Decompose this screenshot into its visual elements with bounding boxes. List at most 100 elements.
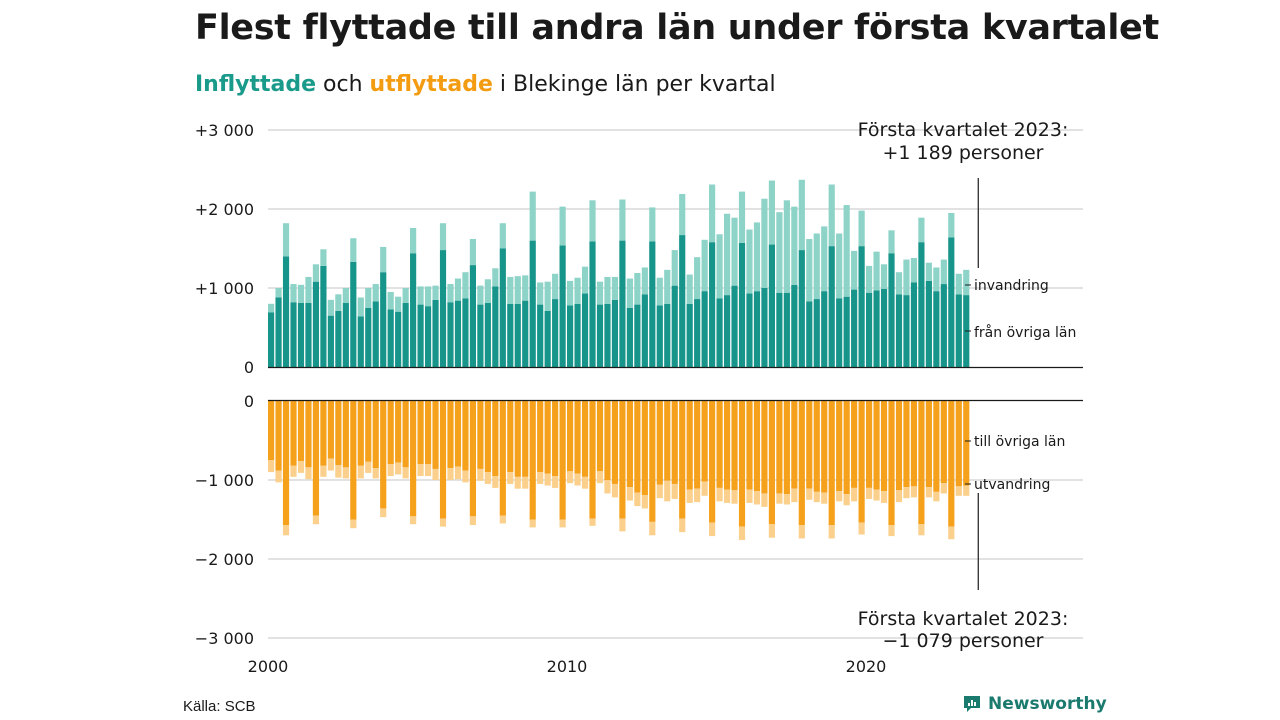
bar-in-domestic xyxy=(716,298,723,367)
bar-out-domestic xyxy=(275,401,282,471)
bar-immigration xyxy=(537,282,544,305)
bar-out-domestic xyxy=(738,401,746,527)
brand-logo[interactable]: Newsworthy xyxy=(962,694,1107,714)
bar-immigration xyxy=(312,264,320,282)
labels-layer: 0 +1 000 +2 000 +3 000 0 −1 000 −2 000 −3 000 20… xyxy=(195,119,1077,676)
bar-in-domestic xyxy=(880,288,888,367)
bar-in-domestic xyxy=(462,298,469,367)
bar-in-domestic xyxy=(843,296,850,367)
bar-immigration xyxy=(402,288,409,304)
bar-emigration xyxy=(492,476,499,488)
bar-emigration xyxy=(791,488,798,503)
bar-immigration xyxy=(432,285,439,300)
bar-emigration xyxy=(335,464,342,478)
bar-emigration xyxy=(268,460,275,473)
bar-immigration xyxy=(529,191,536,241)
bar-out-domestic xyxy=(664,401,671,481)
bar-immigration xyxy=(581,266,589,294)
bar-in-domestic xyxy=(604,303,611,367)
bar-emigration xyxy=(559,519,566,528)
bar-in-domestic xyxy=(701,291,708,367)
bar-immigration xyxy=(567,280,574,306)
bar-out-domestic xyxy=(940,401,947,484)
bar-immigration xyxy=(492,268,499,287)
bar-out-domestic xyxy=(858,401,865,523)
bar-in-domestic xyxy=(918,242,925,367)
bar-emigration xyxy=(866,487,873,499)
bar-immigration xyxy=(753,222,761,292)
bar-in-domestic xyxy=(626,307,633,367)
bar-out-domestic xyxy=(963,401,970,486)
bar-immigration xyxy=(933,267,940,292)
bar-emigration xyxy=(836,491,843,502)
bar-out-domestic xyxy=(581,401,589,477)
bar-immigration xyxy=(395,296,402,312)
bar-emigration xyxy=(514,476,521,489)
bar-immigration xyxy=(552,273,559,300)
bar-out-domestic xyxy=(589,401,596,519)
bar-immigration xyxy=(716,234,723,299)
bar-immigration xyxy=(387,291,394,310)
bar-immigration xyxy=(851,250,858,290)
bar-emigration xyxy=(888,525,895,537)
bar-emigration xyxy=(454,466,462,480)
bar-in-domestic xyxy=(753,291,761,367)
bar-in-domestic xyxy=(791,284,798,367)
bar-immigration xyxy=(783,200,790,293)
bar-emigration xyxy=(589,518,596,526)
bar-emigration xyxy=(619,518,626,532)
bar-immigration xyxy=(372,284,379,302)
bar-immigration xyxy=(641,267,648,295)
bar-in-domestic xyxy=(574,303,581,367)
bar-out-domestic xyxy=(828,401,835,526)
bar-immigration xyxy=(357,297,364,317)
bar-out-domestic xyxy=(312,401,320,516)
axes-layer xyxy=(268,366,1083,402)
bar-out-domestic xyxy=(910,401,918,487)
bar-emigration xyxy=(417,464,424,477)
bar-in-domestic xyxy=(454,300,462,367)
bar-emigration xyxy=(537,472,544,484)
bar-emigration xyxy=(806,488,813,500)
bar-immigration xyxy=(679,193,686,236)
bar-out-domestic xyxy=(514,401,521,477)
bar-in-domestic xyxy=(806,301,813,367)
bar-out-domestic xyxy=(851,401,858,488)
bar-out-domestic xyxy=(357,401,364,466)
bar-out-domestic xyxy=(641,401,648,496)
bar-immigration xyxy=(798,179,805,251)
bar-out-domestic xyxy=(791,401,798,489)
bar-out-domestic xyxy=(297,401,305,462)
bar-emigration xyxy=(798,525,805,539)
bar-in-domestic xyxy=(567,305,574,367)
y-tick-label: −3 000 xyxy=(195,629,254,648)
bar-out-domestic xyxy=(372,401,379,469)
bar-in-domestic xyxy=(335,310,342,367)
bar-emigration xyxy=(783,494,790,505)
bar-in-domestic xyxy=(402,303,409,367)
bar-emigration xyxy=(679,518,686,533)
bar-out-domestic xyxy=(387,401,394,465)
bar-in-domestic xyxy=(469,265,476,367)
bar-in-domestic xyxy=(798,250,805,367)
bar-in-domestic xyxy=(619,240,626,367)
bar-immigration xyxy=(791,206,798,285)
bar-emigration xyxy=(843,494,850,506)
bar-in-domestic xyxy=(275,297,282,367)
bar-emigration xyxy=(716,487,723,502)
bar-in-domestic xyxy=(761,288,768,367)
bar-out-domestic xyxy=(432,401,439,469)
bar-emigration xyxy=(290,465,297,477)
x-tick-label: 2000 xyxy=(248,657,289,676)
bar-in-domestic xyxy=(821,291,828,367)
series-side-label: till övriga län xyxy=(974,434,1065,450)
bar-in-domestic xyxy=(350,261,357,367)
bar-out-domestic xyxy=(753,401,761,492)
bar-immigration xyxy=(559,206,566,246)
bar-emigration xyxy=(963,485,970,496)
bar-out-domestic xyxy=(477,401,484,469)
bar-immigration xyxy=(776,212,783,293)
bar-immigration xyxy=(963,269,970,296)
bar-emigration xyxy=(701,481,708,496)
bar-immigration xyxy=(596,281,604,305)
